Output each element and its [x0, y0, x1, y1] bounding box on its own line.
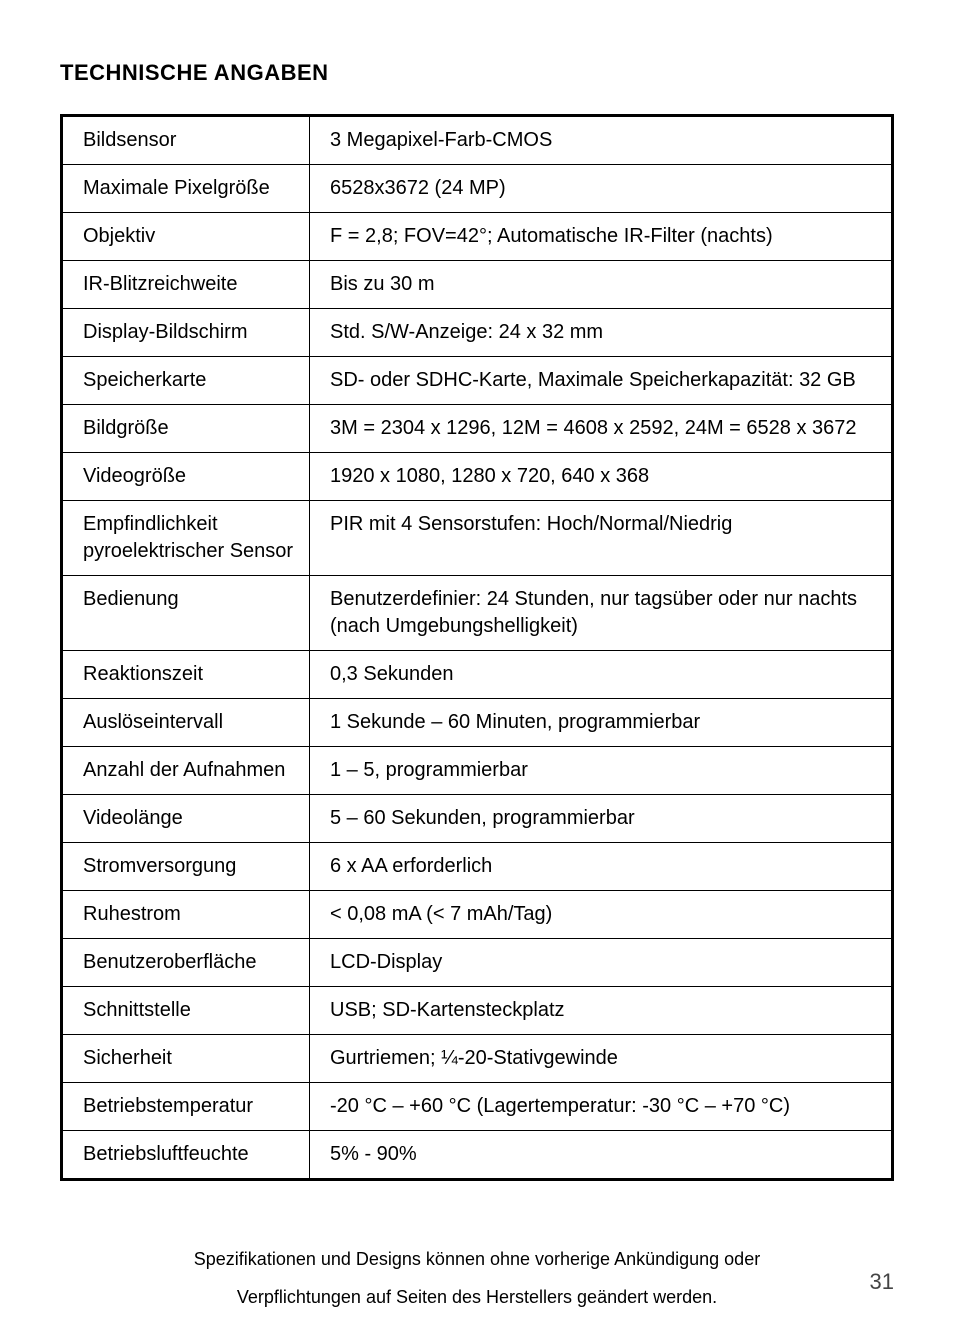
specs-table: Bildsensor3 Megapixel-Farb-CMOSMaximale … [60, 114, 894, 1181]
spec-value: PIR mit 4 Sensorstufen: Hoch/Normal/Nied… [310, 501, 893, 576]
table-row: Display-BildschirmStd. S/W-Anzeige: 24 x… [62, 309, 893, 357]
table-row: Betriebsluftfeuchte5% - 90% [62, 1131, 893, 1180]
spec-label: Videolänge [62, 795, 310, 843]
spec-label: IR-Blitzreichweite [62, 261, 310, 309]
spec-value: 5% - 90% [310, 1131, 893, 1180]
spec-value: Bis zu 30 m [310, 261, 893, 309]
table-row: Videogröße1920 x 1080, 1280 x 720, 640 x… [62, 453, 893, 501]
table-row: IR-BlitzreichweiteBis zu 30 m [62, 261, 893, 309]
spec-value: LCD-Display [310, 939, 893, 987]
spec-label: Sicherheit [62, 1035, 310, 1083]
spec-label: Betriebsluftfeuchte [62, 1131, 310, 1180]
table-row: Betriebstemperatur-20 °C – +60 °C (Lager… [62, 1083, 893, 1131]
spec-value: 1 Sekunde – 60 Minuten, programmierbar [310, 699, 893, 747]
spec-value: Std. S/W-Anzeige: 24 x 32 mm [310, 309, 893, 357]
spec-label: Ruhestrom [62, 891, 310, 939]
spec-value: USB; SD-Kartensteckplatz [310, 987, 893, 1035]
spec-value: 3 Megapixel-Farb-CMOS [310, 116, 893, 165]
table-row: ObjektivF = 2,8; FOV=42°; Automatische I… [62, 213, 893, 261]
spec-value: < 0,08 mA (< 7 mAh/Tag) [310, 891, 893, 939]
table-row: SpeicherkarteSD- oder SDHC-Karte, Maxima… [62, 357, 893, 405]
table-row: Anzahl der Aufnahmen1 – 5, programmierba… [62, 747, 893, 795]
table-row: SchnittstelleUSB; SD-Kartensteckplatz [62, 987, 893, 1035]
table-row: Reaktionszeit0,3 Sekunden [62, 651, 893, 699]
disclaimer-text: Spezifikationen und Designs können ohne … [60, 1241, 894, 1317]
disclaimer-line1: Spezifikationen und Designs können ohne … [194, 1249, 760, 1269]
spec-label: Objektiv [62, 213, 310, 261]
table-row: Ruhestrom< 0,08 mA (< 7 mAh/Tag) [62, 891, 893, 939]
table-row: BedienungBenutzerdefinier: 24 Stunden, n… [62, 576, 893, 651]
table-row: Maximale Pixelgröße6528x3672 (24 MP) [62, 165, 893, 213]
table-row: Bildgröße3M = 2304 x 1296, 12M = 4608 x … [62, 405, 893, 453]
table-row: Auslöseintervall1 Sekunde – 60 Minuten, … [62, 699, 893, 747]
spec-value: 0,3 Sekunden [310, 651, 893, 699]
disclaimer-line2: Verpflichtungen auf Seiten des Herstelle… [237, 1287, 717, 1307]
table-row: Videolänge5 – 60 Sekunden, programmierba… [62, 795, 893, 843]
spec-value: Benutzerdefinier: 24 Stunden, nur tagsüb… [310, 576, 893, 651]
spec-value: 6528x3672 (24 MP) [310, 165, 893, 213]
table-row: BenutzeroberflächeLCD-Display [62, 939, 893, 987]
spec-label: Schnittstelle [62, 987, 310, 1035]
spec-value: -20 °C – +60 °C (Lagertemperatur: -30 °C… [310, 1083, 893, 1131]
spec-label: Bildgröße [62, 405, 310, 453]
spec-value: 3M = 2304 x 1296, 12M = 4608 x 2592, 24M… [310, 405, 893, 453]
spec-label: Display-Bildschirm [62, 309, 310, 357]
spec-label: Auslöseintervall [62, 699, 310, 747]
spec-label: Anzahl der Aufnahmen [62, 747, 310, 795]
spec-label: Maximale Pixelgröße [62, 165, 310, 213]
spec-value: Gurtriemen; ¼-20-Stativgewinde [310, 1035, 893, 1083]
spec-label: Empfindlichkeit pyroelektrischer Sensor [62, 501, 310, 576]
table-row: Bildsensor3 Megapixel-Farb-CMOS [62, 116, 893, 165]
spec-label: Reaktionszeit [62, 651, 310, 699]
spec-label: Betriebstemperatur [62, 1083, 310, 1131]
spec-value: 6 x AA erforderlich [310, 843, 893, 891]
spec-label: Stromversorgung [62, 843, 310, 891]
spec-value: 1 – 5, programmierbar [310, 747, 893, 795]
spec-label: Benutzeroberfläche [62, 939, 310, 987]
table-row: Stromversorgung6 x AA erforderlich [62, 843, 893, 891]
spec-label: Bedienung [62, 576, 310, 651]
page-number: 31 [870, 1269, 894, 1295]
spec-value: 1920 x 1080, 1280 x 720, 640 x 368 [310, 453, 893, 501]
table-row: Empfindlichkeit pyroelektrischer SensorP… [62, 501, 893, 576]
spec-label: Speicherkarte [62, 357, 310, 405]
spec-value: SD- oder SDHC-Karte, Maximale Speicherka… [310, 357, 893, 405]
table-row: SicherheitGurtriemen; ¼-20-Stativgewinde [62, 1035, 893, 1083]
page-heading: TECHNISCHE ANGABEN [60, 60, 894, 86]
spec-label: Bildsensor [62, 116, 310, 165]
spec-value: 5 – 60 Sekunden, programmierbar [310, 795, 893, 843]
spec-label: Videogröße [62, 453, 310, 501]
spec-value: F = 2,8; FOV=42°; Automatische IR-Filter… [310, 213, 893, 261]
